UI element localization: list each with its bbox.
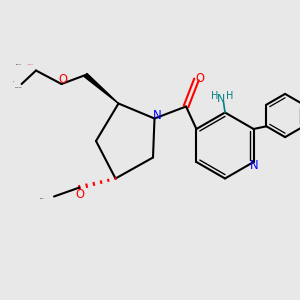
Text: H: H xyxy=(226,91,233,101)
Text: methoxy: methoxy xyxy=(28,64,34,65)
Text: methoxy: methoxy xyxy=(16,64,22,65)
Text: N: N xyxy=(152,109,161,122)
Text: methyl: methyl xyxy=(40,197,44,199)
Text: N: N xyxy=(250,159,259,172)
Text: O: O xyxy=(13,80,14,82)
Polygon shape xyxy=(84,74,119,104)
Text: N: N xyxy=(216,94,225,104)
Text: H: H xyxy=(211,91,218,101)
Text: O: O xyxy=(76,188,85,201)
Text: OMe text: OMe text xyxy=(15,86,22,88)
Text: O: O xyxy=(195,71,204,85)
Text: O: O xyxy=(58,73,68,86)
